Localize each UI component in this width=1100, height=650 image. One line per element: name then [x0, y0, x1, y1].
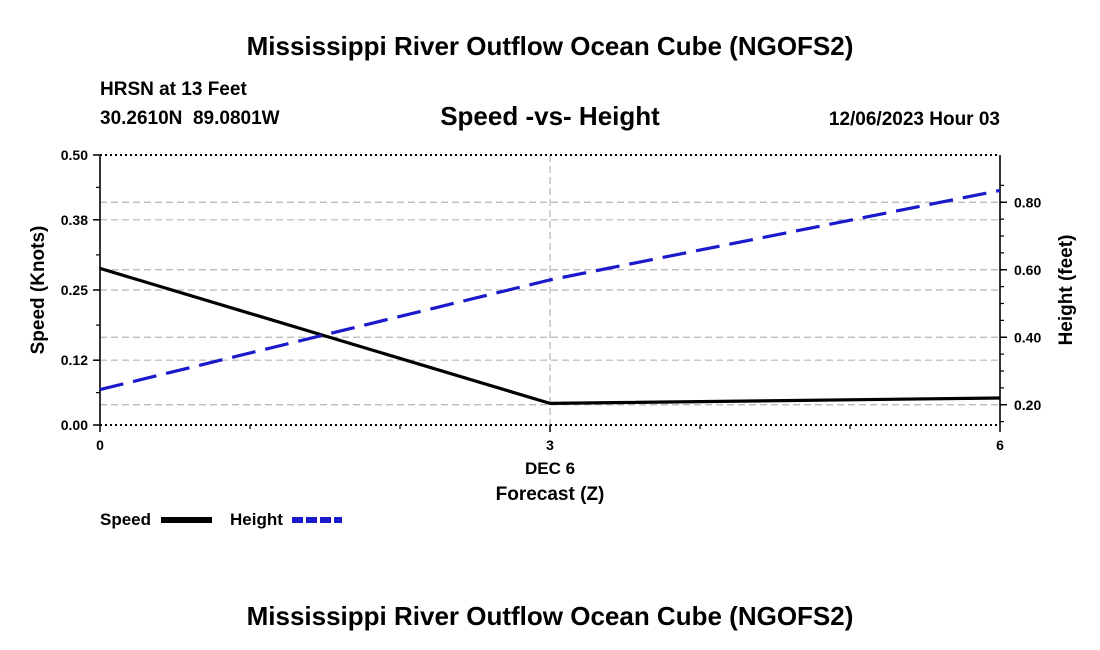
axis-layer: 0.00 0.12 0.25 0.38 0.50 0.20 0.40 0.60 0.80 0 3 6 [61, 147, 1042, 453]
x-tick-label: 6 [996, 437, 1004, 453]
chart-title: Speed -vs- Height [440, 101, 660, 131]
y-tick-label: 0.12 [61, 352, 88, 368]
x-axis-label: Forecast (Z) [496, 484, 605, 505]
main-title: Mississippi River Outflow Ocean Cube (NG… [247, 31, 854, 61]
y-tick-label: 0.50 [61, 147, 88, 163]
series-layer [99, 188, 1001, 405]
series-line-height [99, 188, 1001, 392]
legend: Speed Height [100, 510, 342, 529]
x-tick-label: 3 [546, 437, 554, 453]
y2-tick-label: 0.40 [1014, 329, 1041, 345]
legend-label-height: Height [230, 510, 283, 529]
x-date-label: DEC 6 [525, 459, 575, 478]
forecast-datetime: 12/06/2023 Hour 03 [829, 109, 1000, 130]
y-tick-label: 0.25 [61, 282, 88, 298]
grid-layer [100, 155, 1000, 425]
y2-tick-label: 0.60 [1014, 262, 1041, 278]
y2-tick-label: 0.80 [1014, 194, 1041, 210]
bottom-title: Mississippi River Outflow Ocean Cube (NG… [247, 601, 854, 631]
x-tick-label: 0 [96, 437, 104, 453]
y2-tick-label: 0.20 [1014, 397, 1041, 413]
legend-label-speed: Speed [100, 510, 151, 529]
y-tick-label: 0.38 [61, 212, 88, 228]
station-name: HRSN at 13 Feet [100, 79, 247, 100]
y2-axis-label: Height (feet) [1056, 235, 1077, 346]
y-axis-label: Speed (Knots) [28, 226, 49, 355]
series-line-speed [99, 266, 1001, 405]
station-coords: 30.2610N 89.0801W [100, 108, 280, 129]
y-tick-label: 0.00 [61, 417, 88, 433]
